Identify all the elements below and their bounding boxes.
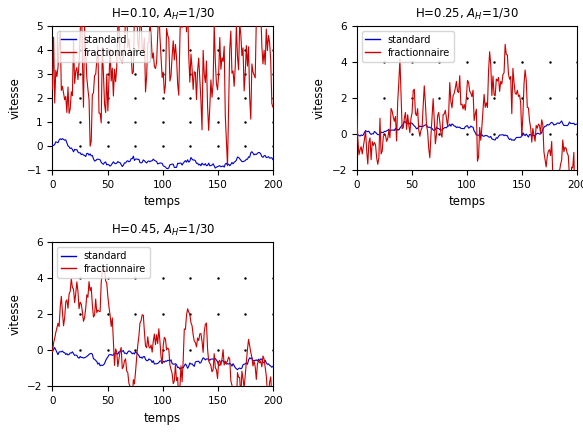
Y-axis label: vitesse: vitesse [313,77,326,119]
X-axis label: temps: temps [144,411,181,424]
X-axis label: temps: temps [448,195,486,208]
X-axis label: temps: temps [144,195,181,208]
Title: H=0.10, $A_{H}$=1/30: H=0.10, $A_{H}$=1/30 [111,7,215,22]
Title: H=0.45, $A_{H}$=1/30: H=0.45, $A_{H}$=1/30 [111,223,215,238]
Title: H=0.25, $A_{H}$=1/30: H=0.25, $A_{H}$=1/30 [415,7,519,22]
Legend: standard, fractionnaire: standard, fractionnaire [361,31,454,62]
Legend: standard, fractionnaire: standard, fractionnaire [57,31,150,62]
Y-axis label: vitesse: vitesse [9,77,22,119]
Legend: standard, fractionnaire: standard, fractionnaire [57,247,150,278]
Y-axis label: vitesse: vitesse [9,293,22,335]
